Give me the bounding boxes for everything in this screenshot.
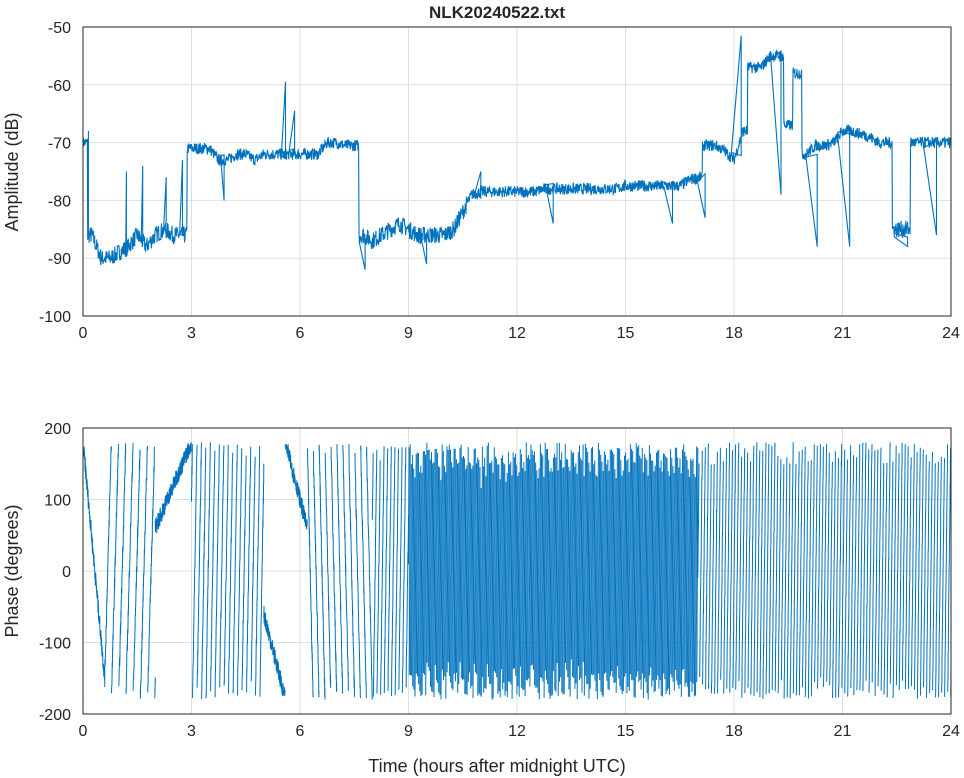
x-tick-label: 15 — [617, 325, 635, 342]
phase-axes: 0 3 6 9 12 15 18 21 24 -200 -100 0 100 200 — [39, 421, 960, 740]
x-tick-label: 24 — [942, 325, 960, 342]
x-tick-label: 12 — [508, 723, 526, 740]
axes-box — [82, 427, 952, 715]
x-tick-label: 18 — [725, 325, 743, 342]
y-tick-label: -70 — [48, 136, 71, 153]
x-tick-label: 12 — [508, 325, 526, 342]
x-tick-label: 15 — [617, 723, 635, 740]
chart-title: NLK20240522.txt — [429, 3, 565, 22]
x-tick-label: 3 — [187, 723, 196, 740]
x-tick-label: 0 — [79, 723, 88, 740]
y-tick-label: -80 — [48, 193, 71, 210]
axes-box — [82, 26, 952, 317]
x-tick-label: 3 — [187, 325, 196, 342]
y-tick-label: -50 — [48, 20, 71, 37]
amplitude-series-line — [82, 35, 952, 270]
x-tick-label: 6 — [296, 723, 305, 740]
x-tick-label: 0 — [79, 325, 88, 342]
y-tick-label: -90 — [48, 251, 71, 268]
y-tick-label: -200 — [39, 707, 71, 724]
x-tick-label: 18 — [725, 723, 743, 740]
x-tick-label: 6 — [296, 325, 305, 342]
x-axis-label: Time (hours after midnight UTC) — [368, 756, 625, 776]
x-tick-label: 21 — [834, 325, 852, 342]
y-tick-label: -100 — [39, 309, 71, 326]
x-tick-label: 9 — [404, 325, 413, 342]
x-tick-label: 21 — [834, 723, 852, 740]
y-tick-label: 100 — [44, 493, 71, 510]
amplitude-y-label: Amplitude (dB) — [2, 112, 22, 231]
amplitude-axes: 0 3 6 9 12 15 18 21 24 -100 -90 -80 -70 -60 -50 — [39, 20, 960, 342]
phase-y-label: Phase (degrees) — [2, 504, 22, 637]
x-tick-label: 9 — [404, 723, 413, 740]
y-tick-label: 200 — [44, 421, 71, 438]
y-tick-label: -60 — [48, 78, 71, 95]
y-tick-label: 0 — [62, 564, 71, 581]
x-tick-label: 24 — [942, 723, 960, 740]
y-tick-label: -100 — [39, 636, 71, 653]
